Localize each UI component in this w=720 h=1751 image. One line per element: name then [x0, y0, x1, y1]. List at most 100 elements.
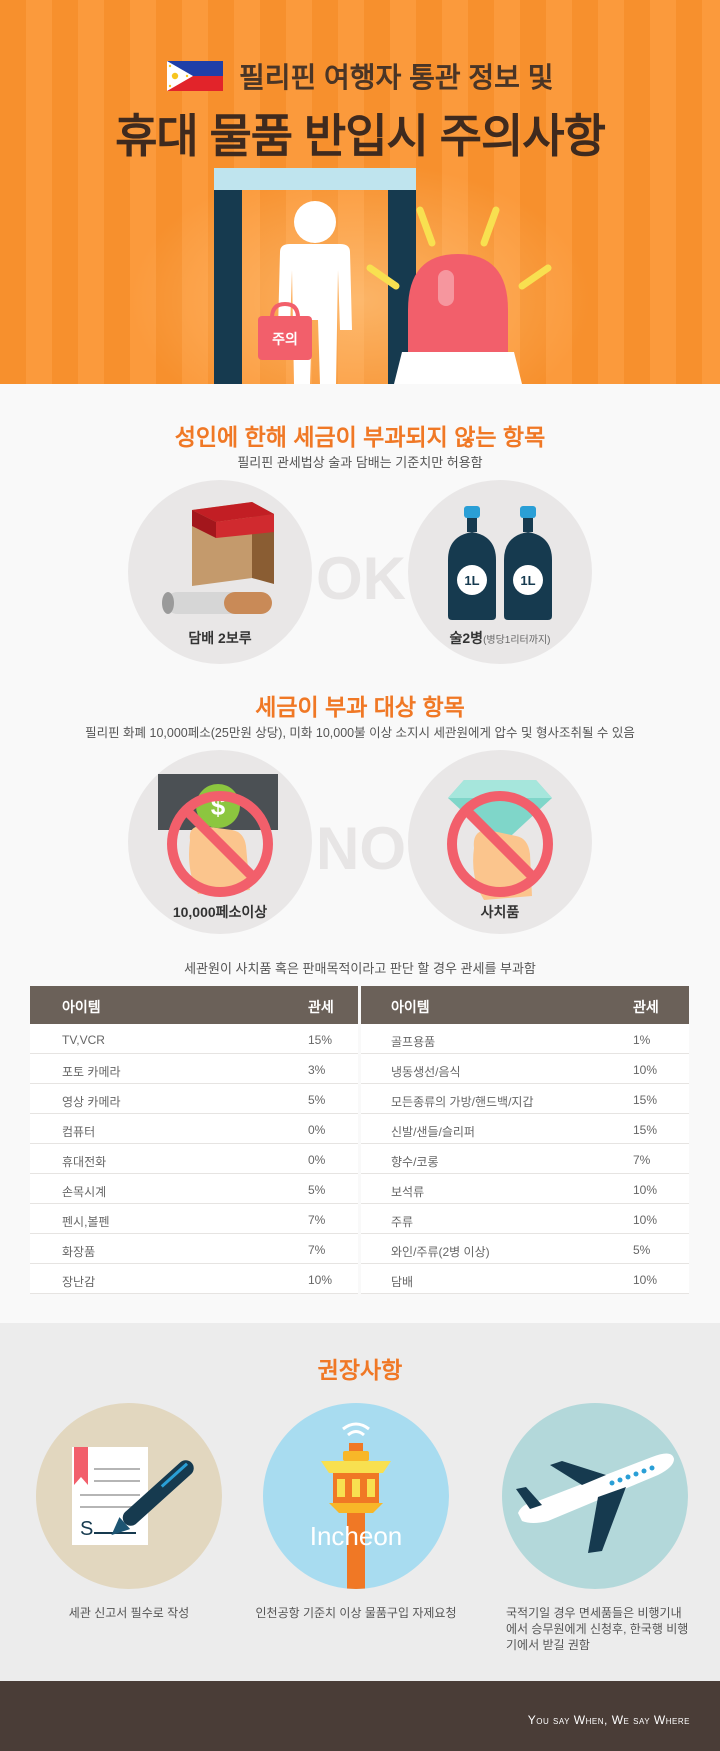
table-row: TV,VCR 15% — [30, 1024, 358, 1054]
taxable-luxury-label: 사치품 — [480, 904, 520, 920]
header-item: 아이템 — [62, 999, 101, 1015]
table-cell-tax: 0% — [308, 1153, 326, 1167]
hero-title-line1: 필리핀 여행자 통관 정보 및 — [0, 56, 720, 96]
recommend-caption-airplane: 국적기일 경우 면세품들은 비행기내에서 승무원에게 신청후, 한국행 비행기에… — [506, 1606, 689, 1652]
table-row: 손목시계 5% — [30, 1174, 358, 1204]
table-cell-tax: 3% — [308, 1063, 326, 1077]
table-cell-tax: 10% — [633, 1063, 658, 1077]
table-row: 골프용품 1% — [361, 1024, 689, 1054]
table-cell-item: 장난감 — [62, 1275, 96, 1289]
table-cell-item: 펜시,볼펜 — [62, 1215, 110, 1229]
table-cell-tax: 10% — [633, 1213, 658, 1227]
no-divider: NO — [316, 815, 406, 882]
recommend-item-airplane — [502, 1403, 688, 1589]
table-cell-tax: 15% — [633, 1123, 658, 1137]
table-cell-tax: 5% — [633, 1243, 651, 1257]
table-row: 담배 10% — [361, 1264, 689, 1294]
table-cell-item: 와인/주류(2병 이상) — [391, 1245, 490, 1259]
table-cell-item: 골프용품 — [391, 1035, 436, 1049]
tariff-table-right: 아이템 관세 골프용품 1% 냉동생선/음식 10% 모든종류의 가방/핸드백/지갑 15… — [361, 986, 689, 1294]
recommend-item-declaration: S — [36, 1403, 222, 1589]
table-row: 펜시,볼펜 7% — [30, 1204, 358, 1234]
taxfree-item-liquor: 1L 1L 술2병(병당1리터까지) — [408, 480, 592, 664]
bag-label: 주의 — [272, 331, 298, 347]
hero-headline: 휴대 물품 반입시 주의사항 — [115, 110, 606, 162]
table-cell-tax: 15% — [633, 1093, 658, 1107]
header-item: 아이템 — [391, 999, 430, 1015]
declaration-form-pen-icon: S — [72, 1447, 194, 1545]
table-row: 보석류 10% — [361, 1174, 689, 1204]
tower-label: Incheon — [310, 1521, 403, 1551]
table-cell-tax: 15% — [308, 1033, 333, 1047]
recommend-caption-declaration: 세관 신고서 필수로 작성 — [68, 1606, 190, 1620]
footer: You say When, We say Where — [0, 1675, 720, 1751]
ok-divider: OK — [316, 545, 406, 612]
tariff-table-left: 아이템 관세 TV,VCR 15% 포토 카메라 3% 영상 카메라 5% 컴퓨터 0% 휴대전… — [30, 986, 358, 1294]
security-gate-illustration: 주의 — [214, 168, 552, 384]
form-letter: S — [80, 1518, 93, 1540]
hero-title-text: 필리핀 여행자 통관 정보 및 — [238, 62, 554, 93]
footer-slogan: You say When, We say Where — [527, 1713, 690, 1727]
recommendation-section: 권장사항 S — [0, 1323, 720, 1681]
taxfree-liquor-label: 술2병 — [449, 630, 484, 646]
table-row: 포토 카메라 3% — [30, 1054, 358, 1084]
taxable-money-label: 10,000페소이상 — [172, 904, 268, 920]
table-cell-tax: 0% — [308, 1123, 326, 1137]
table-cell-item: 화장품 — [62, 1245, 96, 1259]
table-cell-item: 향수/코롱 — [391, 1155, 439, 1169]
table-cell-tax: 1% — [633, 1033, 651, 1047]
table-header: 아이템 관세 — [361, 986, 689, 1024]
taxable-subtitle: 필리핀 화폐 10,000페소(25만원 상당), 미화 10,000불 이상 … — [85, 726, 635, 740]
footer-zigzag-edge — [0, 1675, 720, 1683]
table-cell-item: 손목시계 — [62, 1185, 107, 1199]
bottle-label-1: 1L — [464, 573, 479, 588]
hero-banner: 필리핀 여행자 통관 정보 및 휴대 물품 반입시 주의사항 주의 — [0, 0, 720, 384]
table-cell-item: 포토 카메라 — [62, 1065, 121, 1079]
table-row: 모든종류의 가방/핸드백/지갑 15% — [361, 1084, 689, 1114]
taxfree-liquor-note: (병당1리터까지) — [483, 635, 551, 646]
table-row: 장난감 10% — [30, 1264, 358, 1294]
table-row: 신발/샌들/슬리퍼 15% — [361, 1114, 689, 1144]
philippines-flag-icon — [166, 61, 223, 91]
airplane-icon — [516, 1453, 674, 1553]
table-cell-item: 담배 — [391, 1275, 414, 1289]
money-prohibited-icon: $ — [158, 774, 278, 897]
table-row: 향수/코롱 7% — [361, 1144, 689, 1174]
table-cell-item: 휴대전화 — [62, 1155, 107, 1169]
recommend-item-incheon: Incheon — [263, 1403, 449, 1589]
table-cell-tax: 5% — [308, 1183, 326, 1197]
table-cell-tax: 10% — [308, 1273, 333, 1287]
table-cell-tax: 7% — [308, 1213, 326, 1227]
recommend-caption-incheon: 인천공항 기준치 이상 물품구입 자제요청 — [255, 1606, 457, 1620]
taxfree-cigarettes-label: 담배 2보루 — [188, 630, 252, 646]
bottle-label-2: 1L — [520, 573, 535, 588]
taxable-item-luxury: 사치품 — [408, 750, 592, 934]
taxable-item-money: $ 10,000페소이상 — [128, 750, 312, 934]
table-row: 휴대전화 0% — [30, 1144, 358, 1174]
control-tower-icon: Incheon — [310, 1422, 403, 1589]
table-cell-item: 신발/샌들/슬리퍼 — [391, 1125, 475, 1139]
table-row: 와인/주류(2병 이상) 5% — [361, 1234, 689, 1264]
table-cell-tax: 7% — [308, 1243, 326, 1257]
cigarette-icon — [162, 502, 274, 614]
table-row: 주류 10% — [361, 1204, 689, 1234]
table-cell-item: 주류 — [391, 1215, 414, 1229]
table-divider — [358, 986, 361, 1318]
recommendation-title: 권장사항 — [317, 1357, 403, 1383]
header-tax: 관세 — [308, 999, 334, 1015]
table-header: 아이템 관세 — [30, 986, 358, 1024]
liquor-bottle-icon: 1L 1L — [448, 506, 552, 620]
table-note: 세관원이 사치품 혹은 판매목적이라고 판단 할 경우 관세를 부과함 — [184, 961, 536, 976]
table-cell-item: 컴퓨터 — [62, 1125, 96, 1139]
table-cell-tax: 5% — [308, 1093, 326, 1107]
table-cell-item: 냉동생선/음식 — [391, 1065, 461, 1079]
table-row: 영상 카메라 5% — [30, 1084, 358, 1114]
taxable-title: 세금이 부과 대상 항목 — [255, 694, 465, 720]
taxfree-subtitle: 필리핀 관세법상 술과 담배는 기준치만 허용함 — [237, 455, 483, 470]
table-cell-tax: 10% — [633, 1183, 658, 1197]
table-cell-item: TV,VCR — [62, 1033, 105, 1047]
diamond-prohibited-icon — [447, 780, 553, 900]
taxfree-title: 성인에 한해 세금이 부과되지 않는 항목 — [174, 424, 546, 450]
header-tax: 관세 — [633, 999, 659, 1015]
table-row: 화장품 7% — [30, 1234, 358, 1264]
